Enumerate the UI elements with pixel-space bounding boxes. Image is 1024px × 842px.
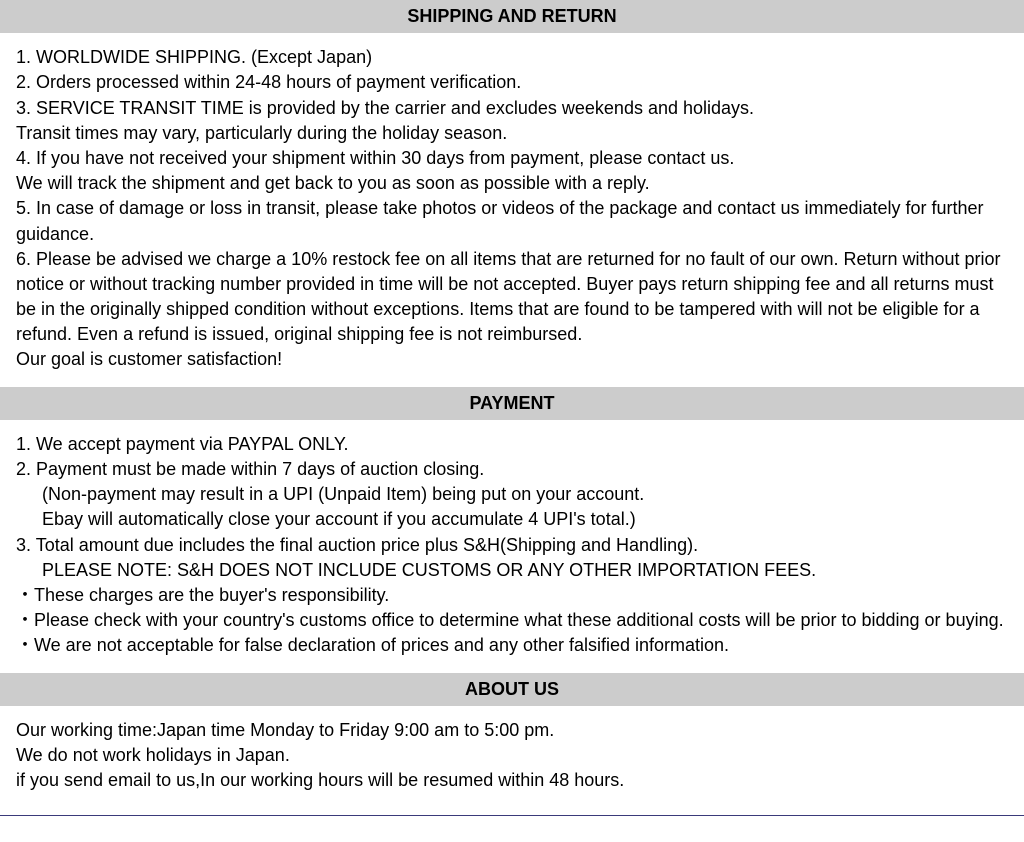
shipping-line: 2. Orders processed within 24-48 hours o…: [16, 70, 1008, 95]
shipping-line: 5. In case of damage or loss in transit,…: [16, 196, 1008, 246]
shipping-line: Transit times may vary, particularly dur…: [16, 121, 1008, 146]
payment-line: 3. Total amount due includes the final a…: [16, 533, 1008, 558]
payment-section: PAYMENT 1. We accept payment via PAYPAL …: [0, 387, 1024, 673]
payment-line: ・We are not acceptable for false declara…: [16, 633, 1008, 658]
shipping-line: 3. SERVICE TRANSIT TIME is provided by t…: [16, 96, 1008, 121]
about-line: Our working time:Japan time Monday to Fr…: [16, 718, 1008, 743]
payment-header: PAYMENT: [0, 387, 1024, 420]
payment-line: ・These charges are the buyer's responsib…: [16, 583, 1008, 608]
payment-body: 1. We accept payment via PAYPAL ONLY. 2.…: [0, 420, 1024, 673]
shipping-line: We will track the shipment and get back …: [16, 171, 1008, 196]
shipping-line: 4. If you have not received your shipmen…: [16, 146, 1008, 171]
payment-line: (Non-payment may result in a UPI (Unpaid…: [16, 482, 1008, 507]
payment-line: 1. We accept payment via PAYPAL ONLY.: [16, 432, 1008, 457]
payment-line: ・Please check with your country's custom…: [16, 608, 1008, 633]
shipping-line: Our goal is customer satisfaction!: [16, 347, 1008, 372]
payment-line: 2. Payment must be made within 7 days of…: [16, 457, 1008, 482]
about-header: ABOUT US: [0, 673, 1024, 706]
about-section: ABOUT US Our working time:Japan time Mon…: [0, 673, 1024, 817]
shipping-body: 1. WORLDWIDE SHIPPING. (Except Japan) 2.…: [0, 33, 1024, 386]
shipping-line: 1. WORLDWIDE SHIPPING. (Except Japan): [16, 45, 1008, 70]
about-line: We do not work holidays in Japan.: [16, 743, 1008, 768]
shipping-section: SHIPPING AND RETURN 1. WORLDWIDE SHIPPIN…: [0, 0, 1024, 387]
bottom-rule: [0, 815, 1024, 816]
about-body: Our working time:Japan time Monday to Fr…: [0, 706, 1024, 808]
payment-line: PLEASE NOTE: S&H DOES NOT INCLUDE CUSTOM…: [16, 558, 1008, 583]
shipping-line: 6. Please be advised we charge a 10% res…: [16, 247, 1008, 348]
shipping-header: SHIPPING AND RETURN: [0, 0, 1024, 33]
payment-line: Ebay will automatically close your accou…: [16, 507, 1008, 532]
about-line: if you send email to us,In our working h…: [16, 768, 1008, 793]
